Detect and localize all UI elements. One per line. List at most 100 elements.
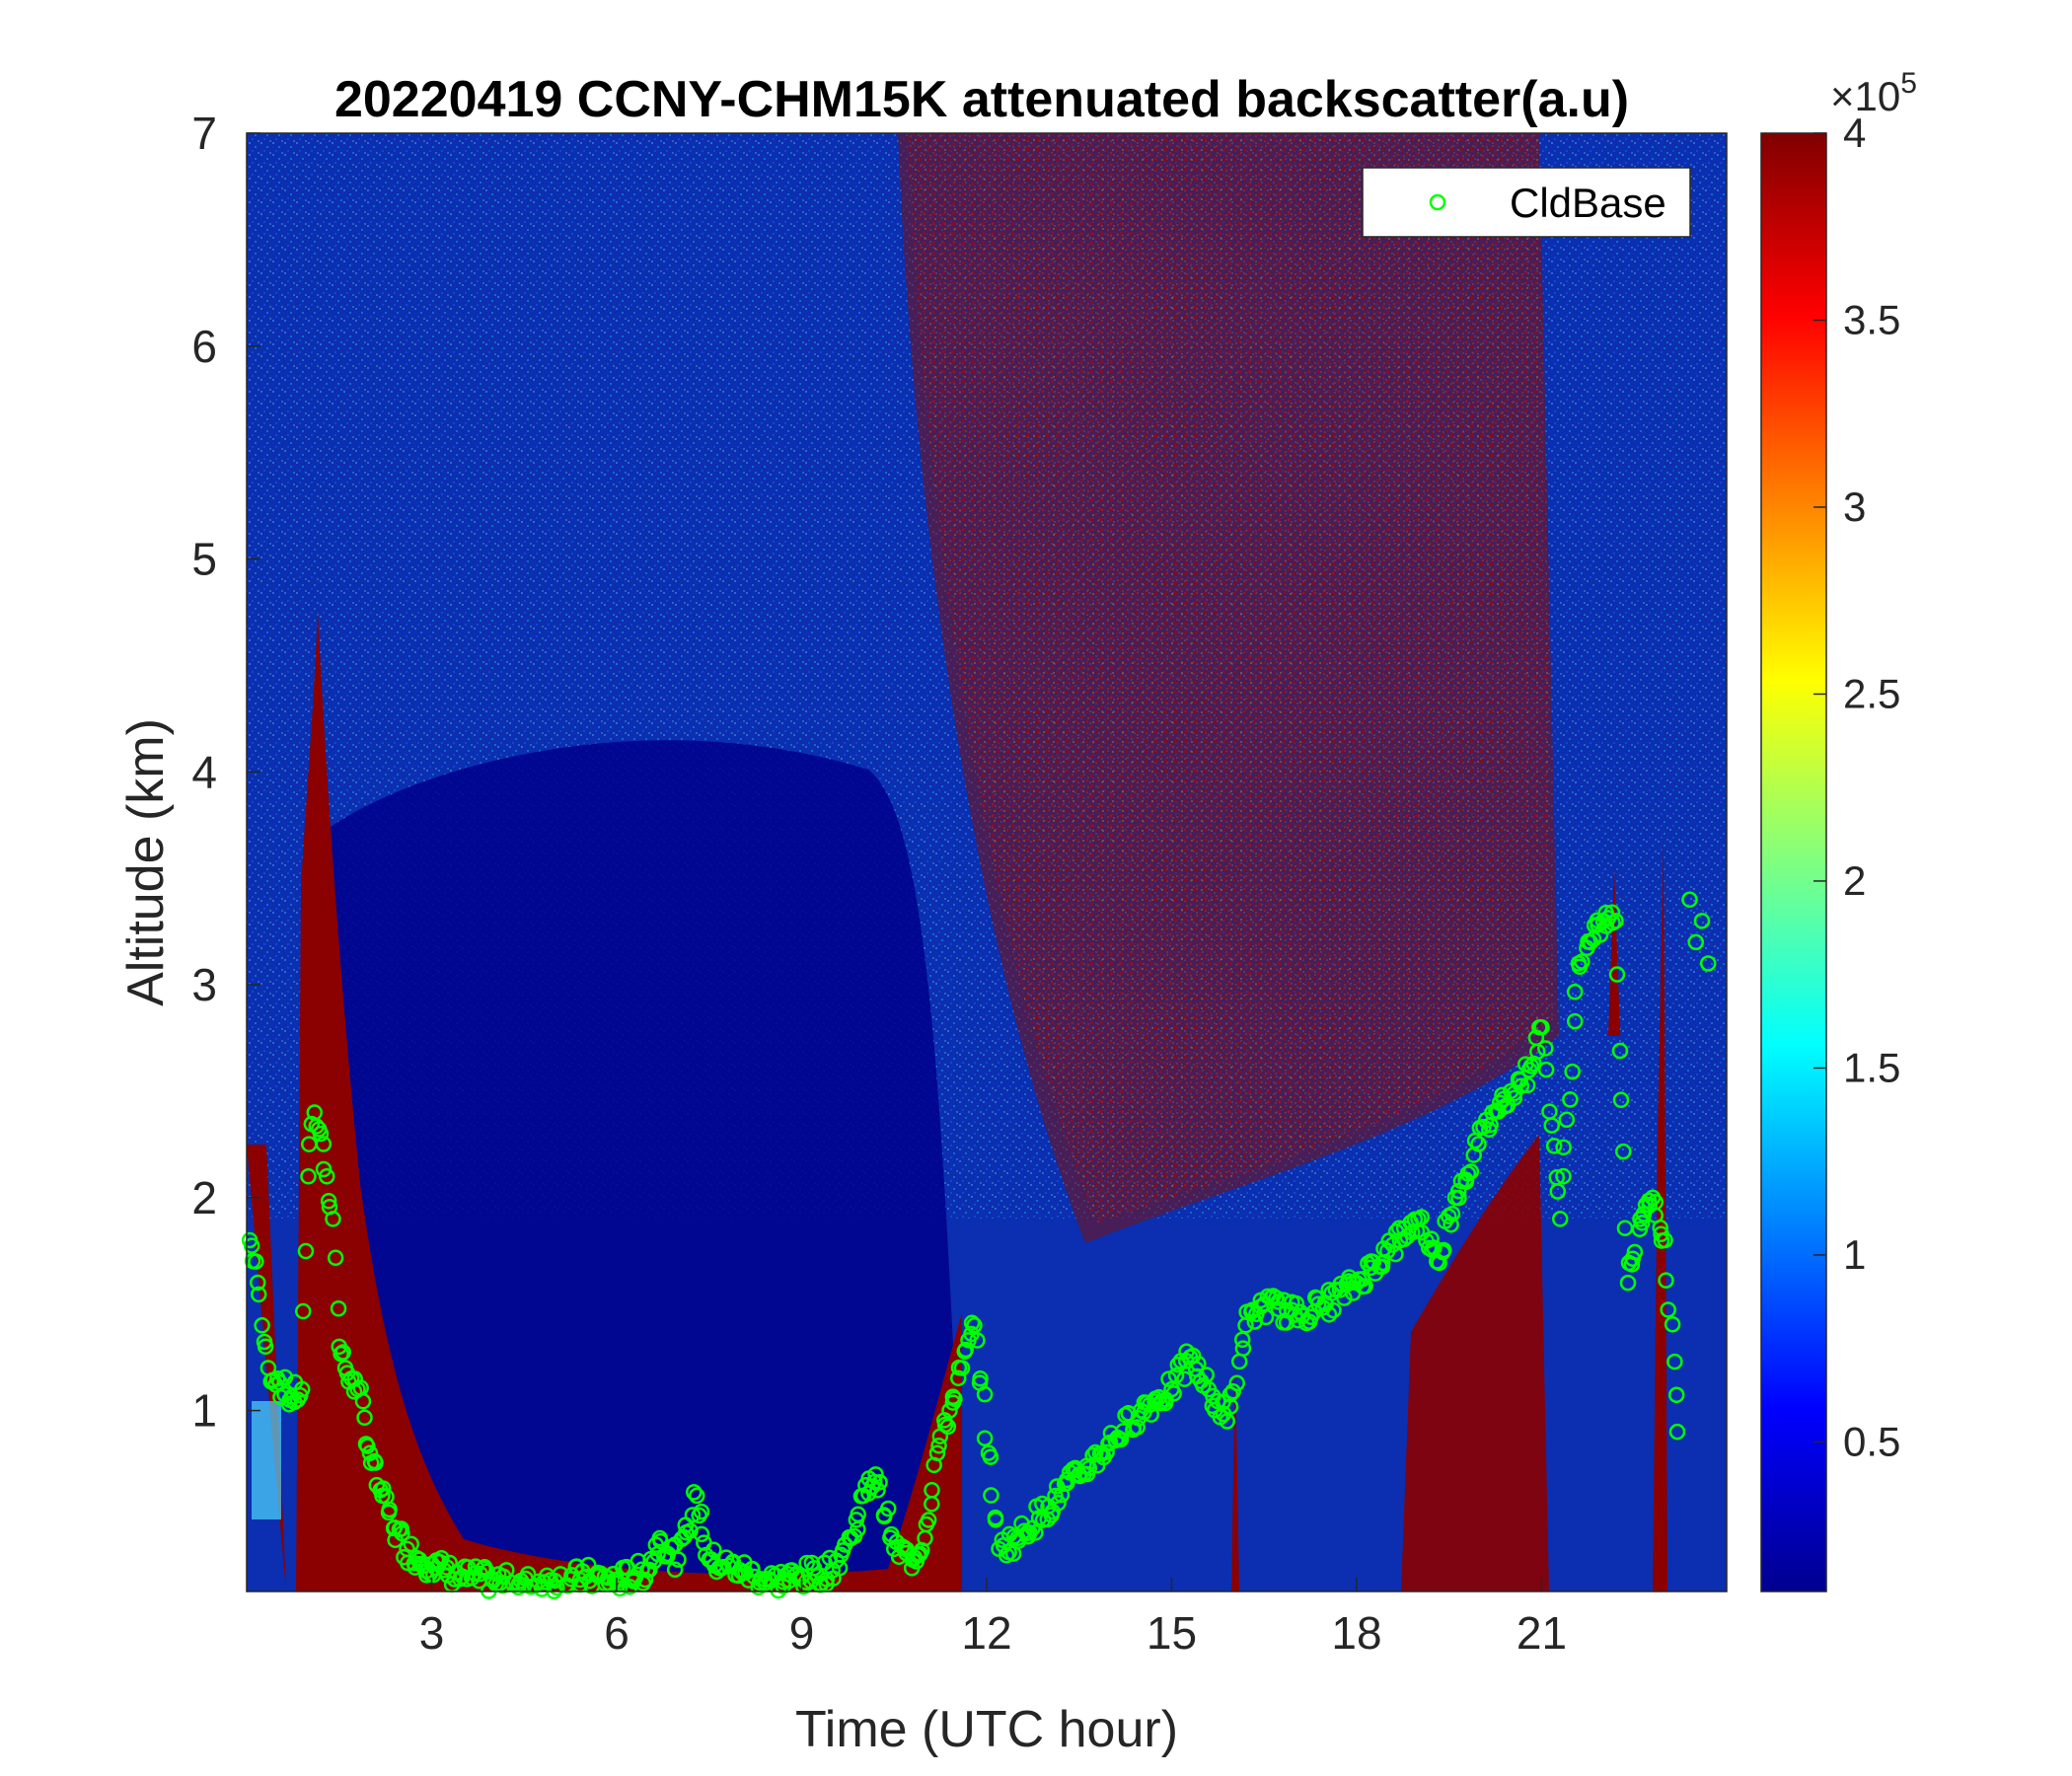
cldbase-point (693, 1503, 710, 1520)
cldbase-point (998, 1547, 1015, 1564)
cldbase-point (1658, 1272, 1674, 1289)
cldbase-point (1537, 1061, 1555, 1078)
cldbase-point (1406, 1211, 1424, 1228)
colorbar-tick-label: 1 (1843, 1231, 1866, 1278)
cldbase-point (333, 1345, 349, 1363)
cldbase-point (1666, 1353, 1683, 1370)
x-axis: 3 6 9 12 15 18 21 (419, 1578, 1567, 1659)
cldbase-point (1564, 1063, 1581, 1080)
heatmap-aerosol-layer-right (1401, 1135, 1549, 1591)
cldbase-point (394, 1524, 410, 1542)
y-tick-label: 2 (191, 1172, 217, 1223)
cldbase-point (976, 1430, 994, 1446)
legend: CldBase (1362, 167, 1691, 238)
cldbase-point (1243, 1301, 1261, 1319)
legend-label-cldbase: CldBase (1510, 180, 1666, 226)
cldbase-point (689, 1487, 705, 1505)
cldbase-point (682, 1522, 699, 1539)
cldbase-point (1518, 1076, 1536, 1094)
cldbase-point (1566, 1012, 1584, 1030)
cldbase-point (939, 1418, 957, 1436)
cldbase-point (818, 1571, 836, 1588)
colorbar-tick-label: 0.5 (1843, 1418, 1900, 1464)
cldbase-point (879, 1500, 897, 1517)
cldbase-point (611, 1580, 629, 1597)
cldbase-point (1612, 1091, 1630, 1109)
cldbase-point (1522, 1058, 1540, 1074)
cldbase-point (1545, 1138, 1563, 1154)
cldbase-point (1257, 1308, 1275, 1326)
cldbase-point (1611, 1042, 1629, 1060)
cldbase-point (356, 1409, 373, 1427)
heatmap-aerosol-plume-left (296, 612, 962, 1591)
cldbase-point (976, 1385, 994, 1403)
colorbar-gradient (1760, 132, 1827, 1592)
cldbase-point (1234, 1340, 1252, 1357)
colorbar-tick-label: 3 (1843, 483, 1866, 530)
cldbase-point (315, 1136, 333, 1152)
y-tick-label: 5 (191, 534, 217, 585)
cldbase-point (744, 1560, 761, 1578)
cldbase-point (1531, 1019, 1548, 1036)
heatmap-high-noise-speckle (908, 133, 1554, 1223)
cldbase-point (1423, 1230, 1440, 1247)
cldbase-point (321, 1199, 338, 1216)
heatmap-cloud-column-3 (1608, 868, 1620, 1036)
colorbar-tick-label: 2.5 (1843, 670, 1900, 716)
cldbase-point (1470, 1136, 1487, 1152)
heatmap-cyan-streak (252, 1401, 281, 1519)
cldbase-point (920, 1512, 937, 1528)
legend-box (1362, 167, 1691, 238)
cldbase-point (1167, 1367, 1185, 1384)
cldbase-point (1477, 1111, 1495, 1129)
cldbase-point (354, 1393, 372, 1410)
colorbar-exponent-base: ×10 (1830, 73, 1900, 119)
cldbase-point (1667, 1386, 1685, 1404)
y-axis: 1 2 3 4 5 6 7 (191, 108, 260, 1437)
cldbase-point (1537, 1040, 1554, 1057)
cldbase-point (1435, 1241, 1452, 1259)
cldbase-point (1626, 1243, 1644, 1261)
cldbase-point (1050, 1495, 1067, 1512)
cldbase-point (1660, 1301, 1676, 1318)
cldbase-point (1552, 1211, 1569, 1227)
cldbase-point (866, 1473, 883, 1491)
cldbase-point (1112, 1431, 1130, 1448)
cldbase-point (1482, 1116, 1499, 1134)
cldbase-point (1604, 915, 1621, 931)
cldbase-point (1310, 1295, 1327, 1312)
cldbase-point (1160, 1370, 1177, 1387)
cldbase-point (1212, 1409, 1229, 1426)
cldbase-point (969, 1332, 986, 1349)
cldbase-point (1506, 1089, 1523, 1107)
cldbase-point (1653, 1225, 1669, 1243)
x-tick-label: 9 (789, 1607, 815, 1659)
cldbase-point (403, 1535, 420, 1553)
y-tick-label: 6 (191, 321, 217, 372)
cldbase-point (1098, 1443, 1115, 1461)
cldbase-point (966, 1317, 983, 1334)
cldbase-point (1462, 1163, 1480, 1180)
cldbase-point (1582, 933, 1599, 951)
cldbase-point (1619, 1274, 1637, 1292)
cldbase-point (1653, 1232, 1670, 1249)
colorbar-tick-label: 2 (1843, 857, 1866, 904)
cldbase-point (1543, 1117, 1560, 1134)
cldbase-point (1129, 1419, 1146, 1436)
cldbase-point (946, 1390, 963, 1407)
cldbase-point (686, 1484, 703, 1501)
cldbase-point (1633, 1215, 1651, 1231)
colorbar-exponent: ×105 (1830, 67, 1917, 119)
cldbase-point (1566, 984, 1584, 1000)
cldbase-point (871, 1474, 888, 1491)
cldbase-point (809, 1568, 826, 1585)
cldbase-point (1513, 1077, 1530, 1094)
cldbase-point (1603, 904, 1621, 922)
cldbase-point (1115, 1423, 1132, 1440)
cldbase-point (494, 1577, 512, 1594)
cldbase-point (1615, 1143, 1632, 1160)
cldbase-point (1608, 966, 1626, 983)
cldbase-point (1034, 1495, 1051, 1513)
cldbase-point (1221, 1398, 1239, 1415)
